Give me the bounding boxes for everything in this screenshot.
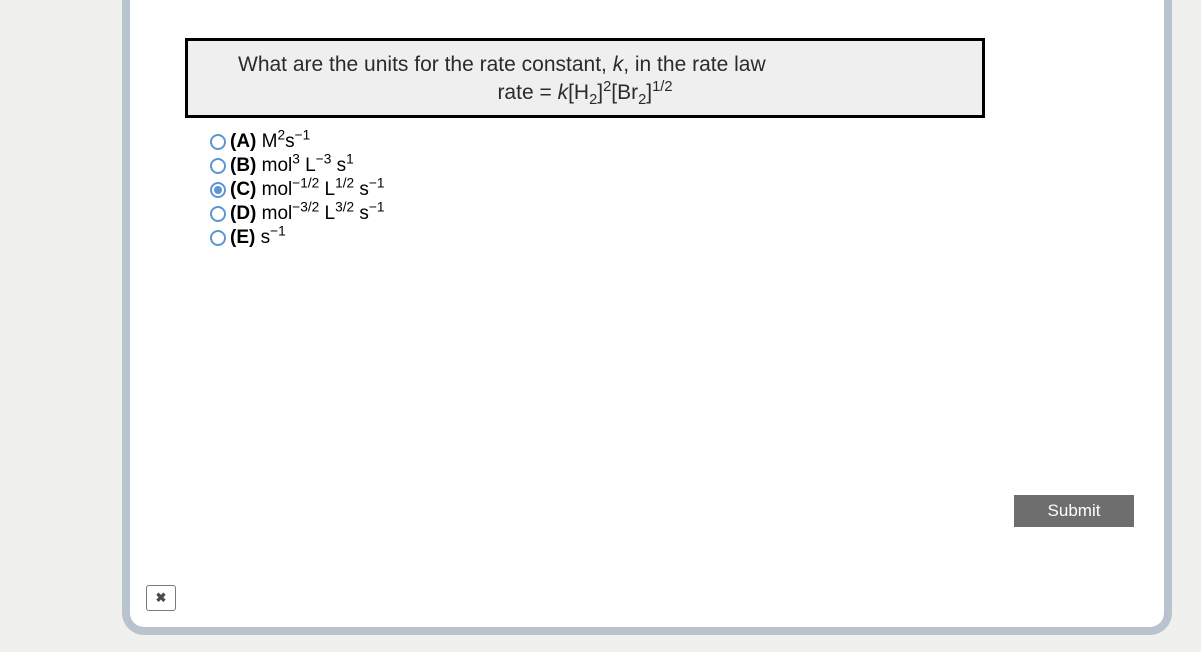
opt-d-pre: mol [262,203,293,224]
option-e-text: (E) s−1 [230,226,286,250]
opt-c-exp2: 1/2 [335,176,354,191]
opt-d-exp2: 3/2 [335,200,354,215]
opt-a-letter: (A) [230,131,262,152]
opt-c-letter: (C) [230,179,262,200]
close-icon: ✖ [156,590,167,606]
opt-b-exp2: −3 [316,152,332,167]
opt-d-mid2: s [354,203,369,224]
option-a[interactable]: (A) M2s−1 [210,130,385,154]
q-prefix: What are the units for the rate constant… [238,53,613,76]
option-a-text: (A) M2s−1 [230,130,310,154]
opt-e-pre: s [261,227,271,248]
opt-b-exp1: 3 [292,152,300,167]
options-group: (A) M2s−1 (B) mol3 L−3 s1 (C) mol−1/2 L1… [210,130,385,250]
eq-br2-open: [Br [611,81,638,104]
opt-d-letter: (D) [230,203,262,224]
opt-a-exp1: 2 [277,128,285,143]
radio-e[interactable] [210,230,226,246]
opt-c-exp1: −1/2 [292,176,319,191]
eq-eq: = [539,81,557,104]
close-button[interactable]: ✖ [146,585,176,611]
question-box: What are the units for the rate constant… [185,38,985,118]
q-k: k [613,53,624,76]
opt-b-mid2: s [331,155,346,176]
opt-b-exp3: 1 [346,152,354,167]
opt-d-mid1: L [319,203,335,224]
option-d-text: (D) mol−3/2 L3/2 s−1 [230,202,385,226]
eq-k: k [558,81,569,104]
opt-c-mid1: L [319,179,335,200]
opt-b-letter: (B) [230,155,262,176]
opt-d-exp3: −1 [369,200,385,215]
opt-d-exp1: −3/2 [292,200,319,215]
opt-c-pre: mol [262,179,293,200]
option-b[interactable]: (B) mol3 L−3 s1 [210,154,385,178]
option-b-text: (B) mol3 L−3 s1 [230,154,354,178]
question-text-line1: What are the units for the rate constant… [208,53,962,77]
opt-a-exp2: −1 [295,128,311,143]
q-suffix: , in the rate law [623,53,765,76]
submit-label: Submit [1048,501,1101,521]
eq-rate: rate [497,81,539,104]
opt-e-letter: (E) [230,227,261,248]
option-e[interactable]: (E) s−1 [210,226,385,250]
radio-c[interactable] [210,182,226,198]
opt-a-mid1: s [285,131,295,152]
opt-e-exp1: −1 [270,224,286,239]
eq-h2-open: [H [568,81,589,104]
opt-b-pre: mol [262,155,293,176]
option-c-text: (C) mol−1/2 L1/2 s−1 [230,178,385,202]
opt-c-exp3: −1 [369,176,385,191]
eq-br2-exp: 1/2 [652,79,672,95]
submit-button[interactable]: Submit [1014,495,1134,527]
radio-d[interactable] [210,206,226,222]
option-c[interactable]: (C) mol−1/2 L1/2 s−1 [210,178,385,202]
option-d[interactable]: (D) mol−3/2 L3/2 s−1 [210,202,385,226]
opt-c-mid2: s [354,179,369,200]
question-panel: What are the units for the rate constant… [122,0,1172,635]
radio-a[interactable] [210,134,226,150]
question-equation: rate = k[H2]2[Br2]1/2 [208,81,962,105]
opt-b-mid1: L [300,155,316,176]
radio-b[interactable] [210,158,226,174]
opt-a-pre: M [262,131,278,152]
